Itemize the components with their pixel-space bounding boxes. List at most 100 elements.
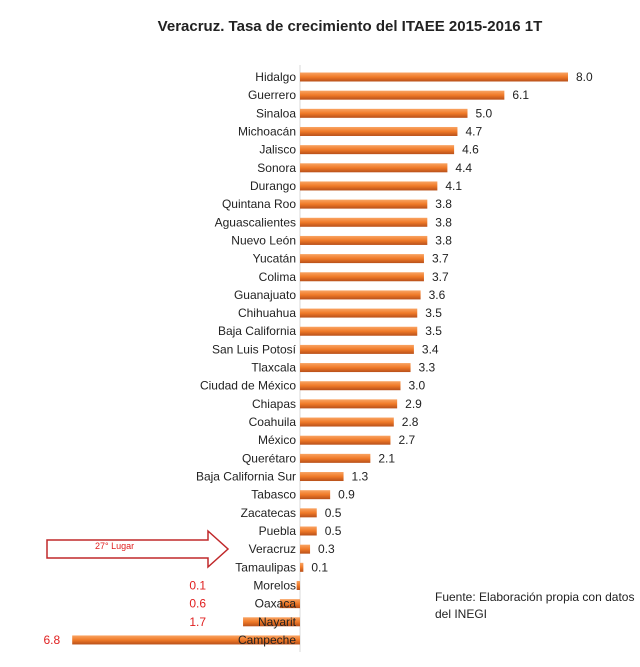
bar-19 (300, 417, 394, 427)
value-label: 3.0 (409, 379, 426, 393)
bar-25 (300, 526, 317, 536)
value-label: 1.3 (352, 470, 369, 484)
category-label: Colima (259, 270, 297, 284)
bar-29 (279, 599, 300, 609)
bar-26 (300, 544, 311, 554)
category-label: Aguascalientes (215, 215, 296, 229)
bar-8 (300, 217, 428, 227)
bar-24 (300, 508, 317, 518)
category-label: Jalisco (259, 143, 296, 157)
rank-annotation: 27° Lugar (95, 541, 135, 551)
bar-17 (300, 381, 401, 391)
bar-11 (300, 272, 424, 282)
bar-5 (300, 163, 448, 173)
value-label: 4.1 (445, 179, 462, 193)
category-label: Nayarit (258, 615, 297, 629)
value-label: 4.6 (462, 143, 479, 157)
value-label: 4.4 (455, 161, 472, 175)
category-label: Oaxaca (255, 597, 297, 611)
value-label: 3.8 (435, 215, 452, 229)
bar-0 (300, 72, 568, 82)
value-label: 2.1 (378, 451, 395, 465)
category-label: Chiapas (252, 397, 296, 411)
rank-arrow (46, 529, 230, 569)
category-label: Nuevo León (231, 233, 296, 247)
value-label: 3.4 (422, 342, 439, 356)
category-label: México (258, 433, 296, 447)
category-label: Hidalgo (255, 70, 296, 84)
value-label: 3.6 (429, 288, 446, 302)
value-label: 2.7 (398, 433, 415, 447)
bar-28 (296, 580, 300, 590)
bar-6 (300, 181, 438, 191)
value-label: 1.7 (189, 615, 206, 629)
bar-30 (243, 617, 300, 627)
value-label: 0.9 (338, 488, 355, 502)
bar-15 (300, 344, 414, 354)
bar-22 (300, 472, 344, 482)
bar-14 (300, 326, 418, 336)
bar-7 (300, 199, 428, 209)
value-label: 3.7 (432, 252, 449, 266)
bar-20 (300, 435, 391, 445)
category-label: Guerrero (248, 88, 296, 102)
bar-16 (300, 363, 411, 373)
value-label: 0.1 (189, 578, 206, 592)
value-label: 0.6 (189, 597, 206, 611)
category-label: Campeche (238, 633, 296, 647)
category-label: Guanajuato (234, 288, 296, 302)
category-label: Zacatecas (241, 506, 296, 520)
value-label: 3.8 (435, 233, 452, 247)
value-label: 4.7 (465, 124, 482, 138)
bar-1 (300, 90, 505, 100)
bar-3 (300, 126, 458, 136)
category-label: Baja California Sur (196, 470, 296, 484)
bar-21 (300, 453, 371, 463)
category-label: Veracruz (249, 542, 296, 556)
category-label: Puebla (259, 524, 297, 538)
value-label: 6.1 (512, 88, 529, 102)
value-label: 3.5 (425, 306, 442, 320)
value-label: 6.8 (44, 633, 61, 647)
category-label: Sinaloa (256, 106, 296, 120)
category-label: Coahuila (249, 415, 297, 429)
value-label: 0.5 (325, 506, 342, 520)
category-label: Baja California (218, 324, 296, 338)
value-label: 0.1 (311, 560, 328, 574)
value-label: 3.8 (435, 197, 452, 211)
category-label: Ciudad de México (200, 379, 296, 393)
category-label: Yucatán (253, 252, 296, 266)
source-note: Fuente: Elaboración propia con datos del… (435, 590, 635, 621)
category-label: Morelos (253, 578, 296, 592)
value-label: 5.0 (476, 106, 493, 120)
value-label: 3.7 (432, 270, 449, 284)
value-label: 3.5 (425, 324, 442, 338)
bar-23 (300, 490, 331, 500)
value-label: 0.5 (325, 524, 342, 538)
chart-title: Veracruz. Tasa de crecimiento del ITAEE … (157, 18, 543, 35)
category-label: Michoacán (238, 124, 296, 138)
category-label: Chihuahua (238, 306, 296, 320)
bar-31 (72, 635, 300, 645)
category-label: Quintana Roo (222, 197, 296, 211)
value-label: 2.8 (402, 415, 419, 429)
value-label: 8.0 (576, 70, 593, 84)
category-label: Querétaro (242, 451, 296, 465)
bar-27 (300, 562, 304, 572)
bar-18 (300, 399, 398, 409)
value-label: 2.9 (405, 397, 422, 411)
value-label: 3.3 (419, 361, 436, 375)
category-label: Durango (250, 179, 296, 193)
value-label: 0.3 (318, 542, 335, 556)
category-label: Tabasco (251, 488, 296, 502)
bar-13 (300, 308, 418, 318)
bar-12 (300, 290, 421, 300)
category-label: San Luis Potosí (212, 342, 297, 356)
bar-10 (300, 254, 424, 264)
category-label: Sonora (257, 161, 296, 175)
bar-9 (300, 235, 428, 245)
category-label: Tamaulipas (235, 560, 296, 574)
bar-4 (300, 145, 455, 155)
